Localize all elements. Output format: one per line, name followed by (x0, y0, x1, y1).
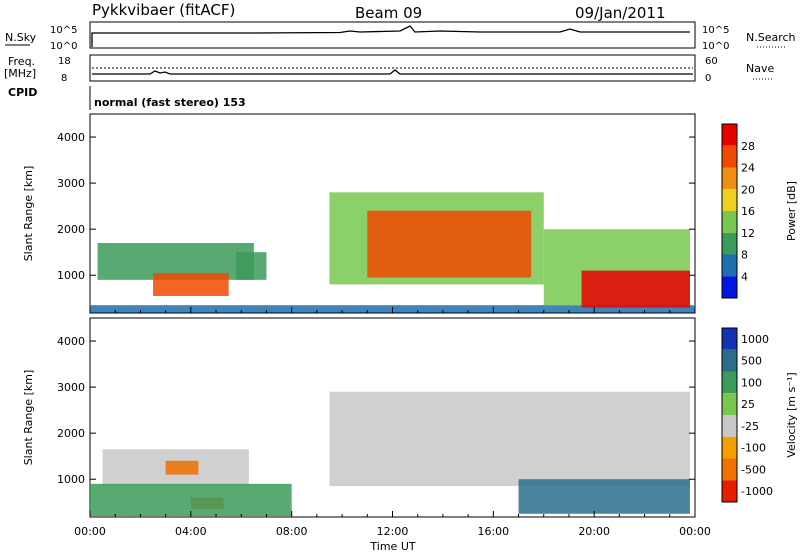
x-tick-label: 20:00 (578, 525, 610, 538)
colorbar-segment (722, 189, 737, 211)
colorbar-segment (722, 328, 737, 350)
noise-panel: N.Sky 10^5 10^0 10^5 10^0 N.Search (5, 21, 796, 52)
y-tick-label: 4000 (57, 335, 85, 348)
power-panel: 1000 2000 3000 4000 Slant Range [km] (22, 113, 696, 314)
nave-label: Nave (746, 62, 774, 75)
freq-panel: Freq. [MHz] 18 8 60 0 Nave (4, 54, 774, 84)
colorbar-segment (722, 371, 737, 394)
freq-tick-top: 18 (58, 56, 71, 67)
heatmap-cell (236, 252, 267, 280)
nsearch-tick-bottom: 10^0 (702, 41, 729, 52)
colorbar-segment (722, 415, 737, 437)
colorbar-tick-label: -25 (741, 420, 759, 433)
colorbar-tick-label: -500 (741, 463, 766, 476)
nsearch-tick-top: 10^5 (702, 25, 729, 36)
y-axis-label: Slant Range [km] (22, 166, 35, 262)
heatmap-cell (90, 483, 292, 517)
colorbar-tick-label: 25 (741, 398, 755, 411)
colorbar-segment (722, 124, 737, 146)
colorbar-segment (722, 480, 737, 502)
x-tick-label: 04:00 (175, 525, 207, 538)
station-title: Pykkvibaer (fitACF) (92, 1, 235, 19)
nave-tick-bottom: 0 (705, 73, 711, 84)
colorbar-tick-label: 12 (741, 227, 755, 240)
colorbar-segment (722, 458, 737, 481)
colorbar-tick-label: 4 (741, 270, 748, 283)
y-tick-label: 3000 (57, 381, 85, 394)
colorbar-tick-label: -100 (741, 442, 766, 455)
colorbar-tick-label: 20 (741, 183, 755, 196)
x-tick-label: 16:00 (477, 525, 509, 538)
colorbar-segment (722, 167, 737, 190)
heatmap-cell (581, 270, 690, 308)
colorbar-segment (722, 232, 737, 255)
nsky-trace (91, 25, 690, 47)
nsky-tick-bottom: 10^0 (50, 41, 77, 52)
velocity-colorbar: 1000 500 100 25 -25 -100 -500 -1000 Velocity [m … (721, 327, 798, 503)
date-title: 09/Jan/2011 (575, 4, 666, 22)
nsky-tick-top: 10^5 (50, 25, 77, 36)
x-tick-label: 12:00 (377, 525, 409, 538)
x-tick-label: 00:00 (74, 525, 106, 538)
power-colorbar: 4 8 12 16 20 24 28 Power [dB] (721, 123, 798, 299)
colorbar-frame (721, 327, 738, 503)
colorbar-tick-label: 16 (741, 205, 755, 218)
beam-title: Beam 09 (355, 4, 422, 22)
heatmap-cell (518, 479, 690, 514)
colorbar-segment (722, 145, 737, 168)
y-tick-label: 1000 (57, 473, 85, 486)
freq-trace (92, 69, 693, 75)
colorbar-label: Power [dB] (785, 181, 798, 241)
cpid-label: CPID (8, 86, 37, 99)
y-axis-label: Slant Range [km] (22, 370, 35, 466)
nsearch-label: N.Search (746, 31, 796, 44)
nave-tick-top: 60 (705, 56, 718, 67)
colorbar-segment (722, 276, 737, 298)
colorbar-label: Velocity [m s⁻¹] (785, 372, 798, 457)
y-tick-label: 1000 (57, 269, 85, 282)
heatmap-cell (153, 272, 229, 296)
colorbar-tick-label: 100 (741, 376, 762, 389)
colorbar-segment (722, 393, 737, 415)
y-tick-label: 3000 (57, 177, 85, 190)
colorbar-tick-label: 1000 (741, 333, 769, 346)
heatmap-cell (329, 391, 690, 487)
x-tick-label: 00:00 (679, 525, 711, 538)
nsky-label: N.Sky (5, 31, 37, 44)
colorbar-tick-label: 28 (741, 140, 755, 153)
y-tick-label: 2000 (57, 427, 85, 440)
colorbar-segment (722, 436, 737, 459)
colorbar-tick-label: -1000 (741, 485, 773, 498)
time-axis: 00:00 04:00 08:00 12:00 16:00 20:00 00:00 (74, 525, 711, 538)
colorbar-segment (722, 211, 737, 233)
freq-tick-bottom: 8 (61, 73, 67, 84)
heatmap-cell (367, 210, 532, 278)
colorbar-tick-label: 500 (741, 355, 762, 368)
colorbar-tick-label: 24 (741, 162, 755, 175)
heatmap-cell (165, 460, 199, 475)
x-axis-label: Time UT (369, 540, 415, 553)
x-tick-label: 08:00 (276, 525, 308, 538)
colorbar-frame (721, 123, 738, 299)
colorbar-segment (722, 254, 737, 277)
freq-label: Freq. (8, 55, 35, 68)
y-tick-label: 2000 (57, 223, 85, 236)
colorbar-tick-label: 8 (741, 249, 748, 262)
cpid-value: normal (fast stereo) 153 (94, 96, 246, 109)
velocity-panel: 1000 2000 3000 4000 Slant Range [km] (22, 317, 696, 518)
colorbar-segment (722, 349, 737, 372)
freq-unit: [MHz] (4, 67, 36, 80)
y-tick-label: 4000 (57, 131, 85, 144)
